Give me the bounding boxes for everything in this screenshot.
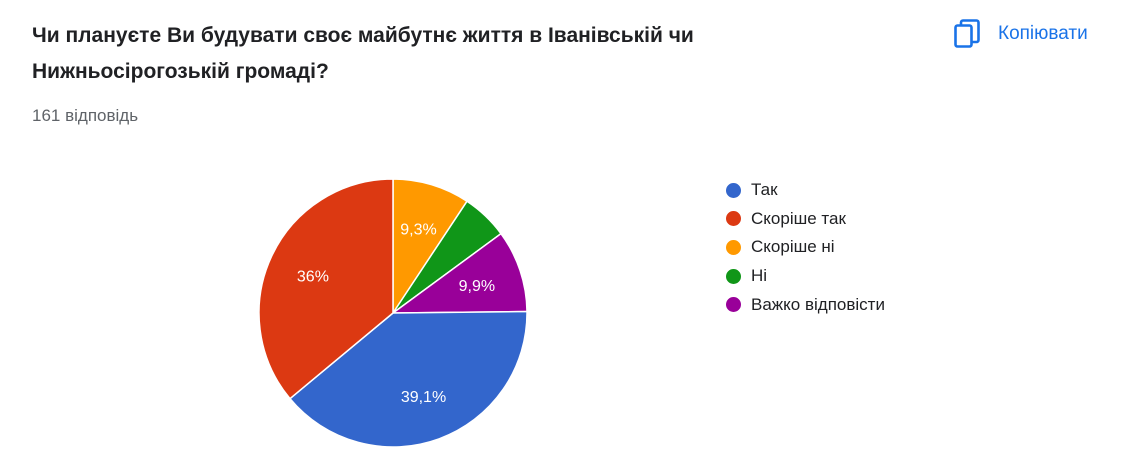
copy-label: Копіювати — [998, 23, 1088, 44]
question-title: Чи плануєте Ви будувати своє майбутнє жи… — [32, 24, 694, 83]
legend-swatch-3 — [726, 268, 741, 284]
legend-item-4[interactable]: Важко відповісти — [726, 290, 885, 319]
copy-button[interactable]: Копіювати — [948, 14, 1094, 54]
legend-item-3[interactable]: Ні — [726, 262, 885, 291]
legend-swatch-0 — [726, 182, 741, 198]
copy-icon — [954, 19, 980, 49]
legend-swatch-4 — [726, 297, 741, 313]
pie-slice-1[interactable] — [258, 178, 394, 400]
legend-item-0[interactable]: Так — [726, 176, 885, 205]
pie-label-2: 9,3% — [400, 221, 436, 238]
pie-slice-4[interactable] — [390, 232, 528, 314]
pie-label-0: 39,1% — [401, 389, 446, 406]
pie-slice-0[interactable] — [288, 310, 528, 448]
legend-item-1[interactable]: Скоріше так — [726, 205, 885, 234]
legend-label-0: Так — [751, 180, 778, 200]
legend-item-2[interactable]: Скоріше ні — [726, 233, 885, 262]
response-count: 161 відповідь — [32, 106, 139, 125]
pie-label-4: 9,9% — [459, 278, 495, 295]
legend-swatch-1 — [726, 211, 741, 227]
legend-label-1: Скоріше так — [751, 208, 846, 228]
legend-label-2: Скоріше ні — [751, 237, 835, 257]
legend-swatch-2 — [726, 239, 741, 255]
legend-label-3: Ні — [751, 266, 768, 286]
pie-label-1: 36% — [297, 268, 329, 285]
legend-label-4: Важко відповісти — [751, 294, 885, 314]
pie-slice-2[interactable] — [392, 178, 469, 316]
chart-legend: Так Скоріше так Скоріше ні Ні Важко відповіс… — [726, 176, 885, 319]
